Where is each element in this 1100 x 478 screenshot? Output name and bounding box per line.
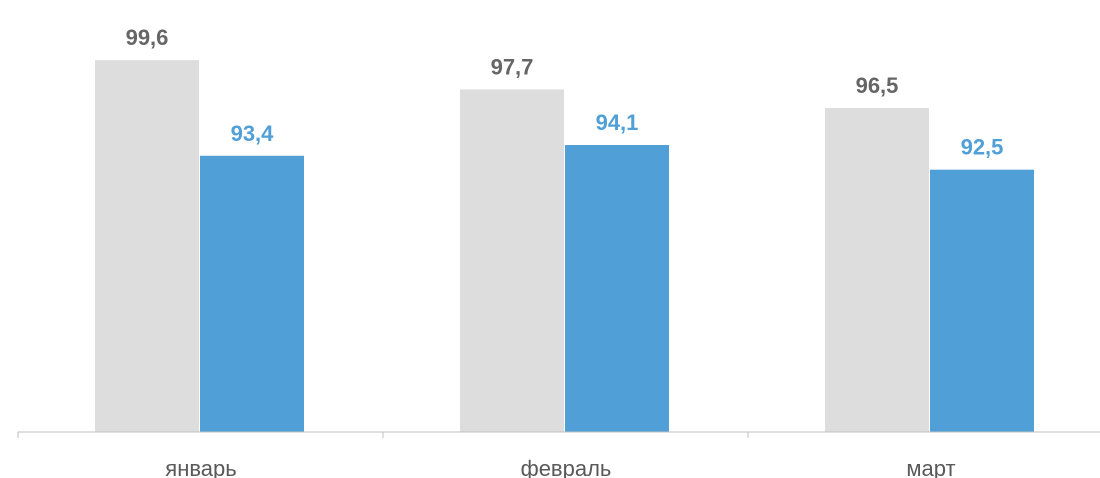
data-label-series1-1: 99,6 <box>126 25 169 50</box>
bar-series1-3 <box>825 107 929 432</box>
x-axis-ticks <box>17 432 749 438</box>
data-label-series2-3: 92,5 <box>961 135 1004 160</box>
bar-series2-3 <box>930 169 1034 432</box>
x-tick-label-2: февраль <box>521 456 612 478</box>
x-tick-label-3: март <box>906 456 955 478</box>
bar-series1-1 <box>95 60 199 433</box>
data-label-series1-2: 97,7 <box>491 54 534 79</box>
x-axis-tick-labels: январь февраль март <box>165 456 955 478</box>
data-label-series2-2: 94,1 <box>596 110 639 135</box>
data-labels-group: 99,6 93,4 97,7 94,1 96,5 92,5 <box>126 25 1004 160</box>
data-label-series2-1: 93,4 <box>231 121 275 146</box>
bar-series1-2 <box>460 89 564 432</box>
bar-series2-1 <box>200 155 304 433</box>
x-tick-label-1: январь <box>165 456 236 478</box>
data-label-series1-3: 96,5 <box>856 73 899 98</box>
bars-group <box>95 60 1034 433</box>
bar-series2-2 <box>565 145 669 432</box>
